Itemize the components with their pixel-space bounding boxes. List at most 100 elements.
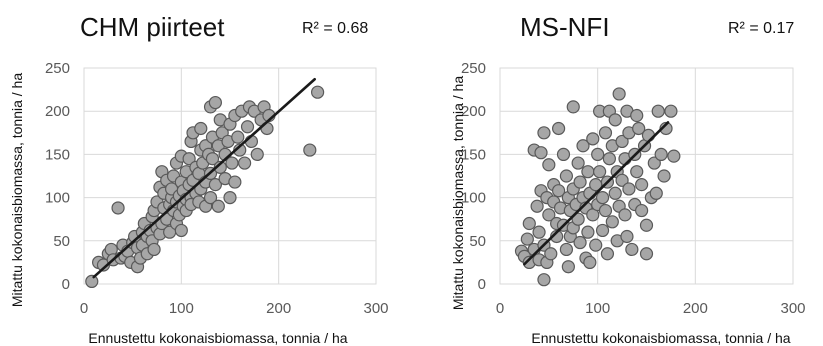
- data-point: [664, 104, 678, 118]
- data-point: [231, 130, 245, 144]
- data-point: [542, 208, 556, 222]
- y-axis-label: Mitattu kokonaisbiomassa, tonnia / ha: [450, 76, 466, 310]
- chart-title: CHM piirteet: [80, 12, 225, 42]
- data-point: [211, 199, 225, 213]
- data-point: [630, 165, 644, 179]
- data-point: [250, 147, 264, 161]
- y-tick-label: 50: [469, 233, 486, 250]
- y-tick-labels: 0 50 100 150 200 250: [45, 60, 70, 293]
- data-point: [581, 165, 595, 179]
- data-point: [213, 160, 227, 174]
- data-point: [591, 147, 605, 161]
- data-point: [537, 273, 551, 287]
- chart-chm: CHM piirteet R² = 0.68 0 50 100 150 200 250 0…: [9, 12, 389, 346]
- data-point: [583, 255, 597, 269]
- data-point: [608, 186, 622, 200]
- x-tick-label: 300: [363, 300, 388, 317]
- data-point: [571, 212, 585, 226]
- y-tick-label: 250: [461, 60, 486, 77]
- data-point: [238, 156, 252, 170]
- data-point: [551, 184, 566, 198]
- plot-frame: [83, 67, 377, 285]
- data-points: [85, 85, 325, 289]
- x-tick-label: 0: [496, 300, 504, 317]
- data-point: [542, 158, 556, 172]
- data-point: [311, 85, 325, 99]
- y-axis-label: Mitattu kokonaisbiomassa, tonnia / ha: [9, 73, 25, 307]
- chart-title: MS-NFI: [520, 12, 610, 42]
- data-point: [522, 216, 536, 231]
- data-point: [595, 223, 610, 238]
- y-tick-label: 200: [45, 103, 70, 120]
- data-point: [85, 274, 99, 289]
- data-point: [228, 175, 242, 189]
- data-point: [556, 147, 571, 161]
- x-tick-labels: 0 100 200 300: [80, 300, 389, 317]
- data-point: [544, 247, 558, 261]
- x-tick-label: 100: [169, 300, 194, 317]
- x-axis-label: Ennustettu kokonaisbiomassa, tonnia / ha: [531, 330, 790, 346]
- data-point: [602, 152, 616, 166]
- data-point: [520, 232, 534, 246]
- y-tick-label: 250: [45, 60, 70, 77]
- data-point: [598, 126, 613, 140]
- r2-annotation: R² = 0.68: [302, 20, 368, 37]
- data-point: [622, 182, 636, 196]
- data-point: [632, 121, 646, 136]
- y-tick-label: 150: [461, 146, 486, 163]
- data-point: [551, 121, 566, 136]
- data-point: [630, 108, 644, 123]
- data-point: [561, 260, 575, 274]
- chart-ms-nfi: MS-NFI R² = 0.17 0 50 100 150 200 250 0 100 200…: [450, 12, 806, 346]
- x-tick-label: 100: [585, 300, 610, 317]
- data-point: [593, 165, 607, 179]
- data-point: [573, 175, 587, 189]
- data-point: [615, 173, 629, 187]
- x-axis-label: Ennustettu kokonaisbiomassa, tonnia / ha: [88, 330, 347, 346]
- x-tick-label: 0: [80, 300, 88, 317]
- data-point: [581, 225, 595, 239]
- data-point: [530, 199, 544, 213]
- data-point: [586, 132, 600, 146]
- data-point: [537, 126, 551, 140]
- data-point: [639, 247, 654, 261]
- data-point: [657, 169, 671, 183]
- y-tick-label: 0: [62, 276, 70, 293]
- data-point: [595, 191, 610, 205]
- trendline: [523, 121, 670, 266]
- data-point: [647, 156, 661, 170]
- data-point: [589, 238, 603, 252]
- data-point: [205, 152, 220, 166]
- data-point: [576, 139, 590, 153]
- data-point: [620, 229, 634, 244]
- data-point: [600, 247, 615, 261]
- data-point: [651, 104, 665, 118]
- y-tick-label: 150: [45, 146, 70, 163]
- data-point: [208, 95, 222, 110]
- data-point: [641, 128, 656, 142]
- y-tick-label: 100: [45, 190, 70, 207]
- data-point: [240, 120, 255, 134]
- x-tick-label: 200: [266, 300, 291, 317]
- data-point: [605, 215, 619, 229]
- data-point: [635, 203, 649, 218]
- data-point: [534, 146, 548, 160]
- data-point: [559, 242, 574, 257]
- data-point: [649, 186, 663, 200]
- x-tick-label: 200: [683, 300, 708, 317]
- data-point: [667, 149, 681, 163]
- data-point: [203, 191, 218, 205]
- data-point: [573, 235, 587, 250]
- data-point: [566, 100, 580, 114]
- y-tick-label: 50: [53, 233, 70, 250]
- data-point: [608, 113, 622, 127]
- data-point: [111, 201, 125, 215]
- data-point: [532, 225, 546, 239]
- y-tick-label: 100: [461, 190, 486, 207]
- trendline: [92, 77, 316, 279]
- x-tick-label: 300: [780, 300, 805, 317]
- data-point: [194, 121, 208, 136]
- data-point: [559, 169, 574, 183]
- x-tick-labels: 0 100 200 300: [496, 300, 806, 317]
